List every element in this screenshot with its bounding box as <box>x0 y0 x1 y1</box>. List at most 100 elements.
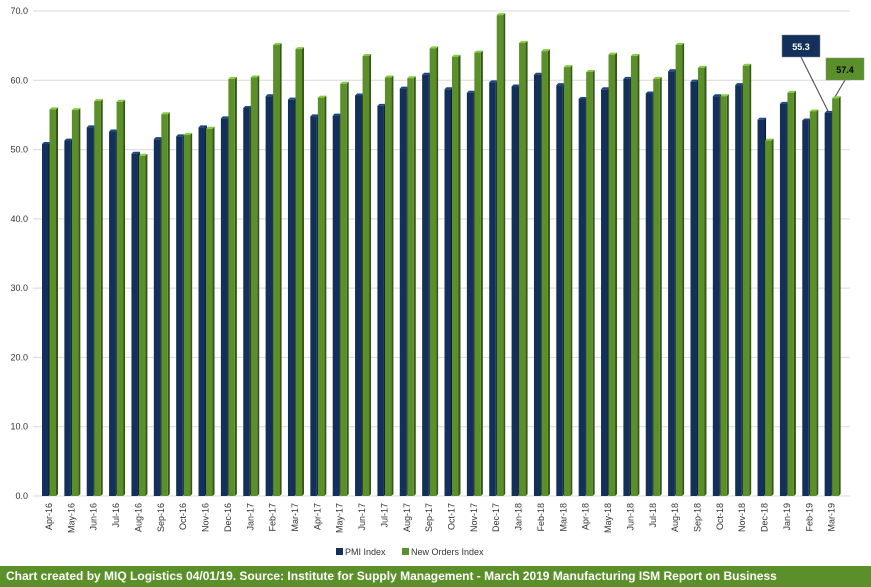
bar-new-orders <box>653 76 662 497</box>
bar-pmi <box>243 106 252 496</box>
y-tick-label: 20.0 <box>10 352 28 362</box>
x-tick-label: Apr-18 <box>581 503 591 530</box>
x-tick-label: Jul-18 <box>648 503 658 528</box>
bar-pmi <box>377 103 386 497</box>
legend-label-pmi: PMI Index <box>345 547 386 557</box>
bar-pmi <box>690 79 699 497</box>
legend-label-new-orders: New Orders Index <box>411 547 484 557</box>
bar-new-orders <box>228 76 237 497</box>
bar-new-orders <box>161 112 170 496</box>
callout-label: 57.4 <box>836 65 854 75</box>
x-tick-label: Oct-17 <box>447 503 457 530</box>
callout-pmi: 55.3 <box>781 34 829 112</box>
bar-new-orders <box>384 75 394 496</box>
x-tick-label: Mar-18 <box>558 503 568 532</box>
x-tick-label: Feb-18 <box>536 503 546 532</box>
bar-new-orders <box>675 42 685 496</box>
bar-pmi <box>645 91 655 496</box>
bar-pmi <box>578 96 588 496</box>
x-tick-label: Feb-17 <box>268 503 278 532</box>
legend-swatch-new-orders <box>402 548 409 555</box>
bar-pmi <box>86 125 96 497</box>
x-tick-label: Sep-18 <box>692 503 702 532</box>
bar-new-orders <box>697 65 707 497</box>
bar-new-orders <box>250 75 260 496</box>
bar-new-orders <box>71 108 81 496</box>
x-tick-label: Nov-16 <box>201 503 211 532</box>
bars <box>42 13 841 497</box>
x-tick-label: Jan-18 <box>514 503 524 531</box>
bar-new-orders <box>340 81 349 496</box>
x-tick-label: Nov-17 <box>469 503 479 532</box>
bar-new-orders <box>519 40 528 496</box>
bar-pmi <box>533 72 543 496</box>
x-tick-label: Dec-18 <box>760 503 770 532</box>
x-tick-label: May-17 <box>335 503 345 533</box>
x-tick-label: May-18 <box>603 503 613 533</box>
chart: 0.0 10.0 20.0 30.0 40.0 50.0 60.0 70.0 Apr-16 Ma… <box>10 6 865 557</box>
x-tick-label: Apr-17 <box>312 503 322 530</box>
bar-pmi <box>712 94 722 496</box>
x-tick-label: May-16 <box>66 503 76 533</box>
x-tick-label: Jun-18 <box>625 503 635 531</box>
bar-pmi <box>623 76 632 497</box>
bar-pmi <box>399 86 409 496</box>
x-tick-label: Jul-16 <box>111 503 121 528</box>
bar-new-orders <box>206 126 215 497</box>
bar-pmi <box>735 83 744 496</box>
legend-swatch-pmi <box>336 548 343 555</box>
y-tick-label: 10.0 <box>10 422 28 432</box>
x-tick-label: Jun-17 <box>357 503 367 531</box>
bar-pmi <box>556 83 565 496</box>
y-tick-label: 60.0 <box>10 75 28 85</box>
bar-new-orders <box>429 46 439 497</box>
bar-new-orders <box>362 54 372 497</box>
x-tick-label: Nov-18 <box>737 503 747 532</box>
bar-new-orders <box>630 54 640 497</box>
bar-pmi <box>511 84 521 497</box>
bar-new-orders <box>765 138 774 497</box>
bar-new-orders <box>586 69 595 496</box>
x-tick-label: Oct-18 <box>715 503 725 530</box>
bar-pmi <box>153 137 163 496</box>
y-tick-label: 30.0 <box>10 283 28 293</box>
bar-new-orders <box>138 153 148 497</box>
bar-new-orders <box>742 63 752 496</box>
bar-new-orders <box>541 49 550 496</box>
bar-new-orders <box>183 133 193 496</box>
bar-new-orders <box>787 90 796 496</box>
y-tick-label: 40.0 <box>10 214 28 224</box>
bar-pmi <box>668 69 677 497</box>
bar-new-orders <box>94 99 103 497</box>
bar-new-orders <box>563 65 573 496</box>
bar-pmi <box>109 129 118 497</box>
x-tick-label: Aug-18 <box>670 503 680 532</box>
bar-pmi <box>757 117 767 497</box>
bar-pmi <box>422 72 431 496</box>
bar-pmi <box>466 90 476 496</box>
x-tick-label: Aug-16 <box>133 503 143 532</box>
bar-pmi <box>287 97 297 496</box>
x-tick-label: Sep-16 <box>156 503 166 532</box>
y-tick-label: 50.0 <box>10 145 28 155</box>
bar-pmi <box>265 94 275 496</box>
x-tick-label: Jul-17 <box>379 503 389 528</box>
bar-new-orders <box>608 52 618 497</box>
data-callouts: 55.3 57.4 <box>781 34 865 112</box>
bar-pmi <box>198 125 208 497</box>
bar-pmi <box>64 138 73 497</box>
bar-new-orders <box>474 50 483 496</box>
x-tick-label: Aug-17 <box>402 503 412 532</box>
x-tick-label: Feb-19 <box>804 503 814 532</box>
bar-new-orders <box>116 99 126 496</box>
callout-label: 55.3 <box>792 42 810 52</box>
x-tick-label: Dec-16 <box>223 503 233 532</box>
x-tick-label: Dec-17 <box>491 503 501 532</box>
bar-new-orders <box>496 13 506 497</box>
x-tick-label: Mar-17 <box>290 503 300 532</box>
legend: PMI Index New Orders Index <box>336 547 484 557</box>
callout-new-orders: 57.4 <box>825 57 865 97</box>
y-tick-label: 70.0 <box>10 6 28 16</box>
x-tick-label: Jan-17 <box>245 503 255 531</box>
bar-pmi <box>355 93 364 497</box>
